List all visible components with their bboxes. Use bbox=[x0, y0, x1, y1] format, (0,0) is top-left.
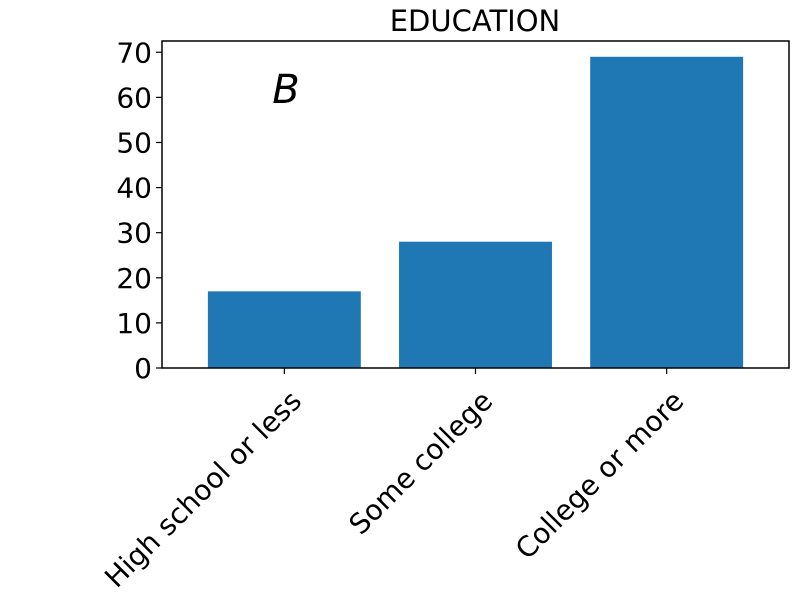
x-tick-label: Some college bbox=[342, 384, 499, 541]
y-axis: 0 10 20 30 40 50 60 70 bbox=[116, 36, 162, 385]
plot-frame bbox=[161, 40, 790, 369]
panel-label: B bbox=[272, 67, 299, 113]
y-tick-label: 70 bbox=[116, 36, 152, 69]
x-tick-label: High school or less bbox=[98, 384, 308, 594]
y-tick-label: 10 bbox=[116, 307, 152, 340]
bars-group bbox=[207, 56, 744, 369]
bar-1 bbox=[399, 241, 552, 368]
y-tick-label: 50 bbox=[116, 126, 152, 159]
x-tick-label: College or more bbox=[509, 384, 690, 565]
y-tick-label: 0 bbox=[134, 352, 152, 385]
x-axis: High school or less Some college College o… bbox=[98, 368, 690, 594]
bar-0 bbox=[207, 291, 361, 368]
y-tick-label: 20 bbox=[116, 262, 152, 295]
y-tick-label: 40 bbox=[116, 172, 152, 205]
bar-2 bbox=[590, 56, 744, 369]
chart-title: EDUCATION bbox=[390, 4, 561, 38]
y-tick-label: 60 bbox=[116, 81, 152, 114]
y-tick-label: 30 bbox=[116, 217, 152, 250]
